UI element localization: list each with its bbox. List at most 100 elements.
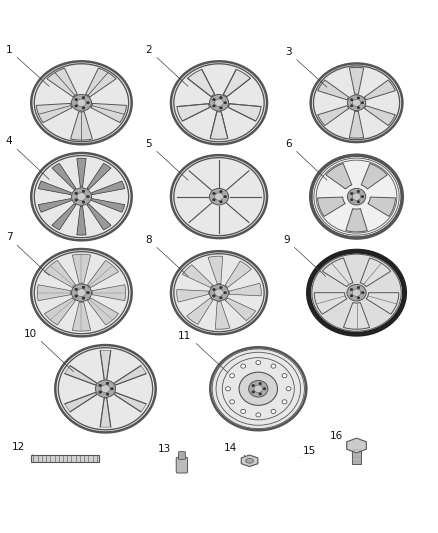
Ellipse shape [347,95,366,111]
Ellipse shape [34,156,129,238]
Ellipse shape [230,374,234,378]
Polygon shape [44,298,75,325]
Ellipse shape [357,97,360,99]
Ellipse shape [226,386,230,391]
Ellipse shape [286,386,291,391]
Ellipse shape [95,380,116,398]
Text: 6: 6 [285,139,292,149]
Polygon shape [88,261,119,287]
Ellipse shape [82,96,85,99]
Polygon shape [92,285,126,301]
Ellipse shape [271,409,276,414]
Bar [352,446,361,464]
Ellipse shape [75,288,78,290]
Ellipse shape [75,199,78,201]
Text: 2: 2 [145,45,152,55]
Ellipse shape [353,193,360,200]
Ellipse shape [87,196,89,198]
Ellipse shape [252,391,254,393]
Polygon shape [177,289,208,302]
Ellipse shape [361,292,364,294]
Text: 11: 11 [178,330,191,341]
Ellipse shape [212,105,215,107]
Ellipse shape [361,196,364,198]
Polygon shape [92,199,125,212]
Text: 14: 14 [224,443,237,453]
Ellipse shape [259,383,261,385]
Polygon shape [114,392,146,412]
Polygon shape [364,80,396,100]
Ellipse shape [311,63,403,142]
Text: 12: 12 [11,442,25,453]
Polygon shape [228,104,261,121]
Polygon shape [314,293,347,314]
Ellipse shape [106,382,109,384]
Ellipse shape [241,364,246,368]
Polygon shape [318,106,349,125]
Ellipse shape [259,393,261,395]
Polygon shape [366,293,399,314]
Polygon shape [322,258,353,287]
Ellipse shape [347,188,366,205]
Text: 5: 5 [145,139,152,149]
Ellipse shape [82,201,85,203]
Polygon shape [38,199,71,212]
Ellipse shape [350,288,353,290]
Ellipse shape [31,249,132,336]
Ellipse shape [75,99,78,101]
Polygon shape [343,303,370,329]
Polygon shape [100,398,111,427]
Polygon shape [215,302,230,329]
Text: 16: 16 [330,431,343,441]
Ellipse shape [357,107,360,109]
Ellipse shape [252,384,254,387]
Ellipse shape [75,192,78,195]
Ellipse shape [312,254,401,332]
Ellipse shape [263,387,266,390]
Polygon shape [72,254,91,284]
Ellipse shape [239,372,278,405]
Ellipse shape [254,385,263,392]
Text: 8: 8 [145,235,152,245]
Ellipse shape [99,391,102,393]
Polygon shape [187,69,215,96]
Ellipse shape [174,254,264,332]
Ellipse shape [256,413,261,417]
Ellipse shape [219,297,222,299]
Ellipse shape [215,289,223,296]
Ellipse shape [34,252,129,334]
Ellipse shape [271,364,276,368]
Ellipse shape [361,102,364,104]
Ellipse shape [212,99,215,101]
Polygon shape [230,283,261,296]
Polygon shape [360,258,391,287]
Ellipse shape [209,94,229,111]
Ellipse shape [357,190,360,192]
Ellipse shape [357,297,360,299]
Ellipse shape [209,285,229,301]
FancyBboxPatch shape [176,457,187,473]
Ellipse shape [34,64,129,142]
Ellipse shape [347,285,366,301]
Ellipse shape [171,155,267,238]
Ellipse shape [55,345,155,432]
Ellipse shape [171,61,267,144]
Polygon shape [47,68,78,97]
Ellipse shape [111,387,113,390]
Polygon shape [36,103,72,123]
Polygon shape [37,285,71,301]
Ellipse shape [87,292,89,294]
Ellipse shape [77,193,86,200]
Ellipse shape [58,348,153,430]
Ellipse shape [350,295,353,297]
Ellipse shape [282,374,287,378]
Polygon shape [92,181,125,195]
Ellipse shape [219,190,222,192]
Polygon shape [100,350,111,379]
Polygon shape [88,298,119,325]
Polygon shape [368,197,396,216]
Ellipse shape [174,64,264,142]
Ellipse shape [357,286,360,289]
Ellipse shape [219,200,222,203]
Text: 1: 1 [6,45,12,55]
